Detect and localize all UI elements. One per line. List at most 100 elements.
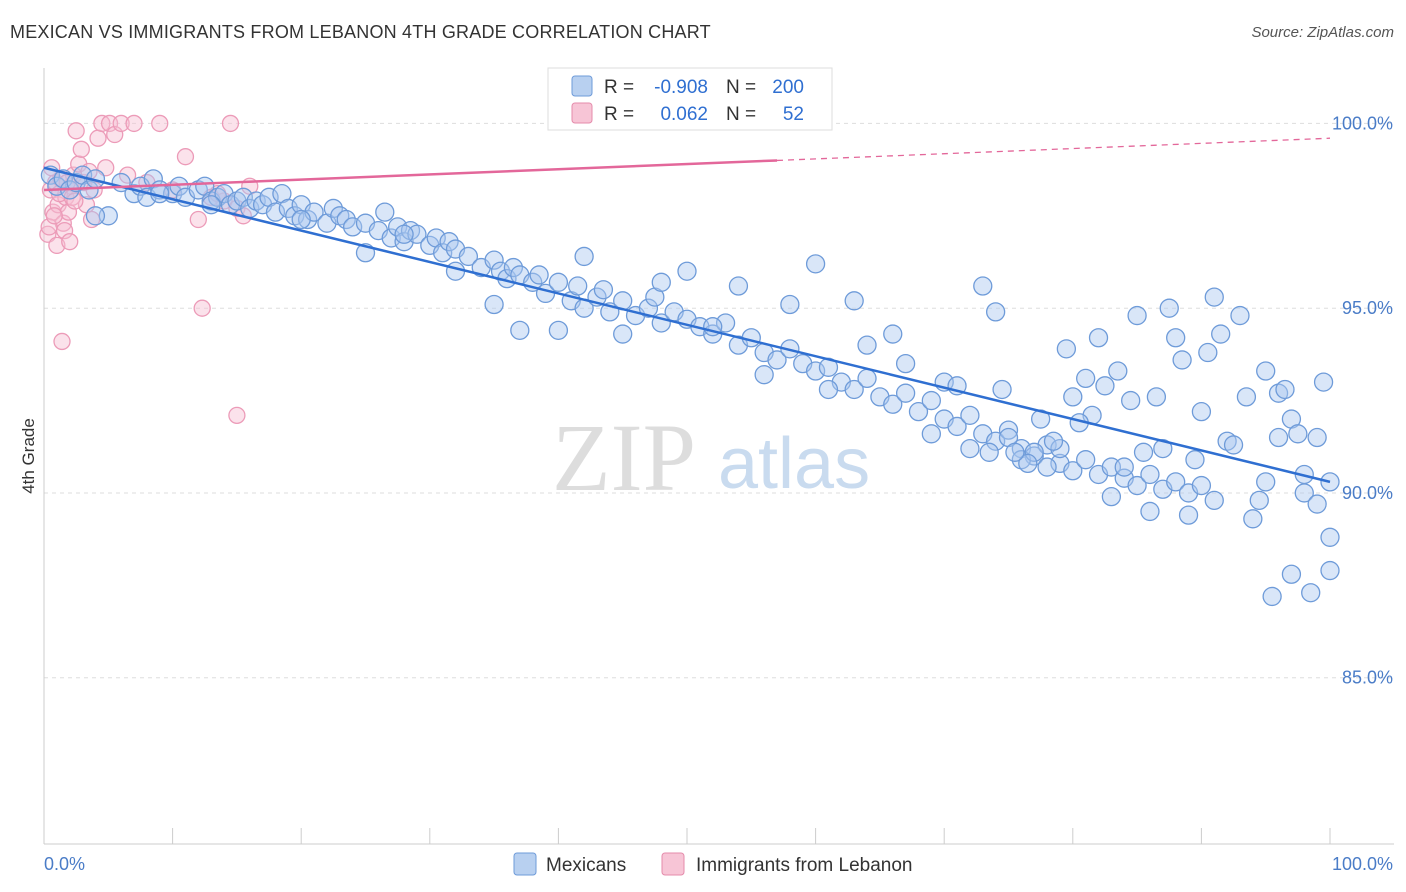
stats-r-value-lebanon: 0.062 (660, 104, 708, 125)
mexican-point (1005, 442, 1025, 462)
mexican-point (458, 246, 479, 267)
mexican-point (1146, 387, 1167, 407)
mexican-point (445, 261, 466, 281)
mexican-point (1088, 328, 1109, 348)
mexican-point (1037, 457, 1057, 477)
mexican-point (844, 291, 864, 311)
mexican-point (921, 390, 941, 411)
mexican-point (1114, 457, 1134, 477)
mexican-point (1178, 505, 1199, 525)
mexican-point (1230, 305, 1250, 326)
mexican-point (1076, 450, 1096, 470)
mexican-point (767, 350, 787, 370)
lebanon-point (189, 210, 207, 229)
mexican-point (79, 180, 99, 200)
source-label: Source: ZipAtlas.com (1251, 24, 1394, 41)
mexican-point (895, 383, 916, 403)
mexican-point (1159, 298, 1179, 318)
lebanon-point (45, 207, 63, 225)
mexican-point (960, 438, 980, 459)
mexican-point (548, 272, 569, 292)
mexican-point (1121, 390, 1141, 411)
mexican-point (1095, 376, 1115, 396)
mexican-point (728, 276, 749, 296)
mexican-point (1166, 472, 1186, 492)
mexican-point (677, 261, 697, 281)
mexican-point (1191, 475, 1212, 496)
mexican-point (291, 209, 311, 230)
lebanon-trendline (43, 159, 778, 192)
mexican-point (1063, 387, 1083, 407)
mexican-point (1050, 438, 1070, 459)
mexican-point (484, 250, 504, 270)
mexican-point (908, 402, 929, 422)
stats-legend: R = -0.908 N = 200 R = 0.062 N = 52 (547, 67, 833, 131)
mexican-point (1140, 464, 1160, 485)
lebanon-point (112, 114, 130, 133)
axes (43, 68, 1394, 845)
y-tick-label: 85.0% (1342, 668, 1393, 688)
mexican-point (818, 379, 839, 400)
mexican-point (568, 276, 588, 296)
x-tick-label-start: 0.0% (44, 854, 85, 874)
lebanon-point (125, 114, 143, 133)
lebanon-point (55, 221, 74, 240)
mexican-point (1063, 461, 1083, 481)
mexican-point (1024, 442, 1044, 462)
mexican-point (883, 394, 903, 414)
mexican-point (1243, 509, 1263, 529)
legend-swatch-mexicans (513, 852, 537, 876)
mexican-point (780, 294, 800, 315)
mexican-point (439, 232, 459, 252)
mexican-point (484, 294, 504, 315)
mexican-point (613, 324, 633, 344)
stats-legend-box (547, 67, 833, 131)
mexican-point (1211, 324, 1231, 344)
lebanon-point (48, 236, 66, 255)
trendlines (43, 137, 1331, 484)
mexican-point (394, 224, 414, 244)
mexican-point (1056, 339, 1077, 359)
mexican-point (375, 202, 395, 222)
mexican-point (1018, 453, 1038, 474)
stats-r-label-mexicans: R = (604, 77, 634, 98)
lebanon-point (193, 299, 211, 317)
mexican-point (1185, 450, 1205, 470)
mexican-point (1153, 438, 1173, 459)
lebanon-point (72, 140, 90, 158)
mexican-point (992, 379, 1012, 400)
mexican-point (1249, 490, 1269, 510)
mexican-point (1166, 328, 1186, 348)
mexican-point (1307, 427, 1327, 448)
mexican-point (1172, 350, 1192, 370)
watermark-atlas: atlas (718, 424, 870, 504)
bottom-legend: Mexicans Immigrants from Lebanon (513, 852, 913, 876)
lebanon-point (67, 122, 85, 140)
chart-title: MEXICAN VS IMMIGRANTS FROM LEBANON 4TH G… (10, 22, 711, 42)
stats-n-label-lebanon: N = (726, 104, 756, 125)
stats-n-label-mexicans: N = (726, 77, 756, 98)
lebanon-point (176, 148, 195, 166)
legend-swatch-lebanon (661, 852, 685, 876)
mexican-point (1320, 560, 1340, 581)
mexican-point (754, 365, 774, 385)
mexican-point (1313, 372, 1334, 392)
mexican-point (85, 206, 106, 226)
stats-n-value-lebanon: 52 (783, 104, 804, 125)
mexican-point (1268, 427, 1289, 448)
mexicans-trendline (43, 166, 1331, 484)
lebanon-point (228, 406, 246, 425)
lebanon-point (66, 192, 84, 210)
mexican-point (1043, 431, 1064, 451)
lebanon-point (61, 233, 79, 251)
mexican-point (805, 254, 826, 274)
mexican-point (529, 265, 549, 285)
mexican-point (1262, 586, 1282, 607)
mexican-point (1127, 475, 1147, 496)
y-tick-label: 95.0% (1342, 298, 1393, 318)
mexican-point (1236, 387, 1257, 407)
mexican-point (503, 257, 524, 278)
mexican-point (1275, 379, 1295, 400)
mexican-point (1256, 361, 1276, 381)
